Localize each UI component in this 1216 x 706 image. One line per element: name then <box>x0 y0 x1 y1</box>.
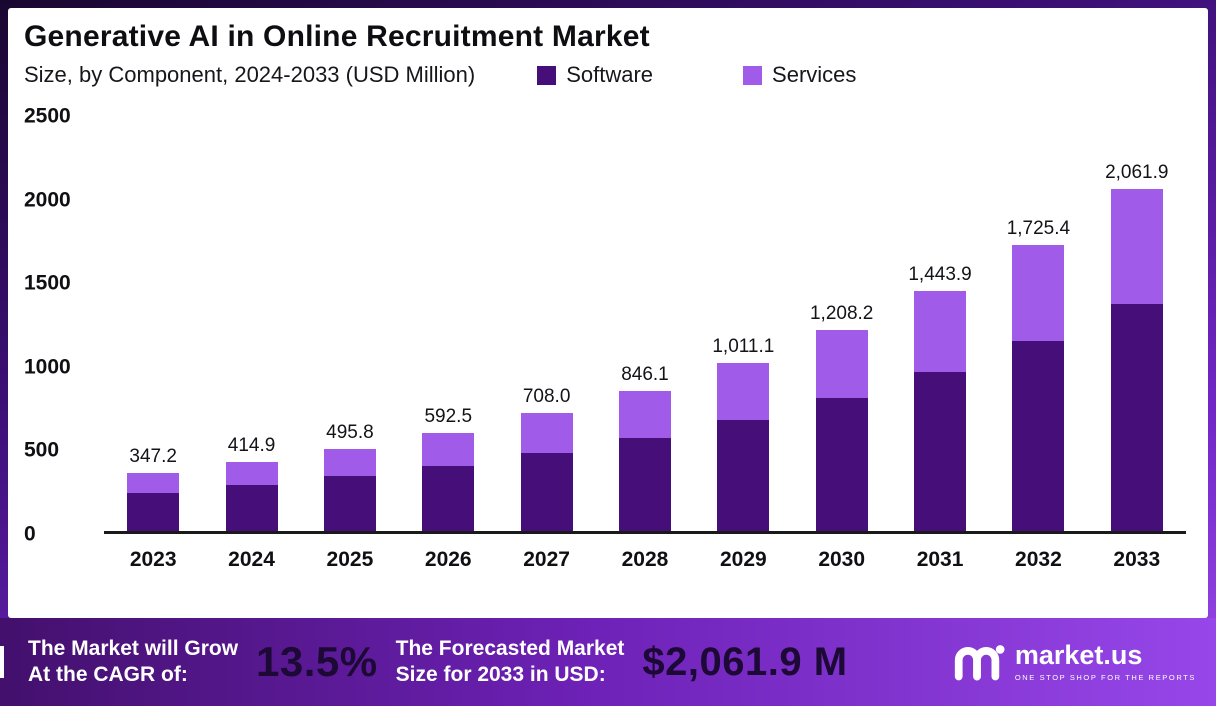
x-axis-label-2029: 2029 <box>719 548 767 571</box>
bar-segment-services <box>323 448 376 477</box>
y-axis-tick-label: 1500 <box>24 271 71 295</box>
x-axis-spacer <box>24 534 104 572</box>
bar-group-2027: 708.0 <box>497 116 595 531</box>
forecast-value: $2,061.9 M <box>642 639 848 684</box>
cagr-value: 13.5% <box>256 638 378 685</box>
bar-segment-services <box>1012 244 1065 342</box>
x-axis-labels: 2023 2024 2025 2026 2027 2028 2029 2030 2031 2032… <box>104 534 1186 572</box>
x-axis-label-2028: 2028 <box>621 548 669 571</box>
bar-segment-software <box>422 465 475 531</box>
cagr-label: The Market will Grow At the CAGR of: <box>28 636 238 689</box>
x-axis-label-2027: 2027 <box>523 548 570 571</box>
y-axis-tick-label: 500 <box>24 438 60 462</box>
bar-group-2033: 2,061.9 <box>1088 116 1186 531</box>
bar-total-label: 592.5 <box>424 405 473 427</box>
bar-group-2028: 846.1 <box>596 116 694 531</box>
legend-label-software: Software <box>566 62 654 87</box>
bar-segment-software <box>323 476 376 531</box>
bar-segment-software <box>1012 341 1065 531</box>
bar-group-2030: 1,208.2 <box>793 116 891 531</box>
y-axis: 2500 2000 1500 1000 500 0 <box>24 106 104 545</box>
x-axis-label-2026: 2026 <box>424 548 472 571</box>
x-axis-label-2032: 2032 <box>1015 548 1062 571</box>
bar-segment-services <box>717 363 770 421</box>
legend-swatch-services <box>743 65 763 85</box>
cagr-label-line2: At the CAGR of: <box>28 663 188 686</box>
bar-segment-services <box>520 413 573 454</box>
bar-group-2024: 414.9 <box>202 116 300 531</box>
bar-segment-software <box>717 420 770 531</box>
bar-segment-software <box>225 485 278 531</box>
brand-name: market.us <box>1014 640 1143 670</box>
bar-segment-software <box>127 492 180 531</box>
legend-label-services: Services <box>772 62 857 87</box>
bar-segment-software <box>618 438 671 531</box>
chart-area: 2500 2000 1500 1000 500 0 347.2 414.9 495.8 592.… <box>24 106 1186 545</box>
chart-card: Generative AI in Online Recruitment Mark… <box>8 8 1208 618</box>
x-axis: 2023 2024 2025 2026 2027 2028 2029 2030 2031 2032… <box>24 534 1186 572</box>
brand-tagline: ONE STOP SHOP FOR THE REPORTS <box>1014 673 1196 682</box>
y-axis-tick-label: 1000 <box>24 355 71 379</box>
x-axis-label-2024: 2024 <box>228 548 275 571</box>
cagr-label-line1: The Market will Grow <box>28 636 239 660</box>
x-axis-label-2030: 2030 <box>818 548 866 571</box>
bar-segment-software <box>815 398 868 531</box>
x-axis-label-2033: 2033 <box>1113 548 1161 571</box>
plot-area: 347.2 414.9 495.8 592.5 708.0 846.1 1,011.1 1,2… <box>104 116 1186 534</box>
bar-segment-software <box>1110 304 1163 531</box>
bar-group-2031: 1,443.9 <box>891 116 989 531</box>
bar-total-label: 495.8 <box>326 421 374 443</box>
bar-total-label: 347.2 <box>129 446 177 468</box>
x-axis-label-2025: 2025 <box>326 548 374 571</box>
bar-segment-software <box>520 453 573 531</box>
bar-group-2032: 1,725.4 <box>989 116 1087 531</box>
forecast-label: The Forecasted Market Size for 2033 in U… <box>396 636 625 689</box>
bar-total-label: 414.9 <box>227 435 276 457</box>
brand-logo: market.us ONE STOP SHOP FOR THE REPORTS <box>951 640 1200 684</box>
bar-total-label: 1,208.2 <box>809 303 874 325</box>
bar-segment-services <box>815 330 868 399</box>
chart-title: Generative AI in Online Recruitment Mark… <box>24 20 650 53</box>
bar-total-label: 1,011.1 <box>712 336 775 358</box>
bar-segment-services <box>914 291 967 373</box>
bar-segment-software <box>914 372 967 531</box>
legend: Software Services <box>537 62 856 88</box>
bar-total-label: 708.0 <box>522 386 571 408</box>
bar-total-label: 1,725.4 <box>1006 217 1071 239</box>
x-axis-label-2023: 2023 <box>129 548 177 571</box>
footer-banner: The Market will Grow At the CAGR of: 13.… <box>0 618 1216 706</box>
chart-subtitle: Size, by Component, 2024-2033 (USD Milli… <box>24 62 476 87</box>
bar-group-2026: 592.5 <box>399 116 497 531</box>
bar-total-label: 1,443.9 <box>908 264 972 286</box>
brand-text: market.us ONE STOP SHOP FOR THE REPORTS <box>1014 640 1196 683</box>
bar-segment-services <box>127 473 180 493</box>
y-axis-tick-label: 2000 <box>24 188 71 212</box>
bar-group-2029: 1,011.1 <box>694 116 792 531</box>
y-axis-tick-label: 0 <box>24 522 36 546</box>
bar-total-label: 846.1 <box>621 363 669 385</box>
bar-total-label: 2,061.9 <box>1105 161 1169 183</box>
bar-segment-services <box>225 462 278 486</box>
bar-group-2025: 495.8 <box>301 116 399 531</box>
market-us-logo-icon <box>954 645 1005 681</box>
y-axis-tick-label: 2500 <box>24 104 71 128</box>
bar-segment-services <box>618 390 671 439</box>
subtitle-row: Size, by Component, 2024-2033 (USD Milli… <box>24 62 1186 88</box>
bar-group-2023: 347.2 <box>104 116 202 531</box>
forecast-label-line1: The Forecasted Market <box>395 636 625 660</box>
bar-segment-services <box>422 432 475 466</box>
banner-accent-bar <box>0 646 4 678</box>
legend-item-services: Services <box>743 62 856 88</box>
legend-swatch-software <box>537 65 557 85</box>
x-axis-label-2031: 2031 <box>916 548 964 571</box>
bar-segment-services <box>1110 188 1163 305</box>
forecast-label-line2: Size for 2033 in USD: <box>395 663 606 686</box>
legend-item-software: Software <box>537 62 653 88</box>
